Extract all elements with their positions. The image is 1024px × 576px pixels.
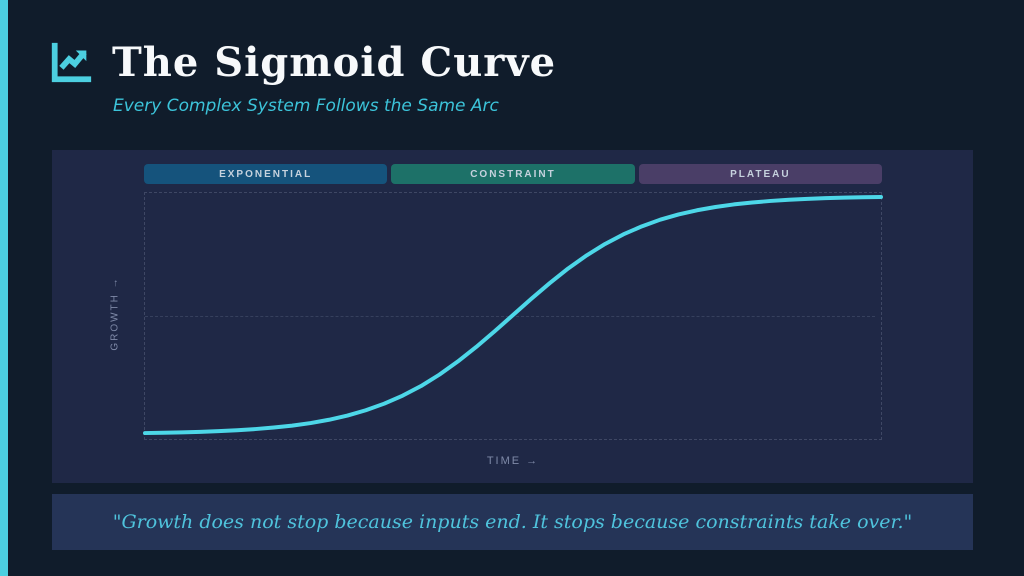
phase-label-constraint: CONSTRAINT <box>391 164 635 184</box>
sigmoid-curve <box>143 194 883 436</box>
y-axis-label: GROWTH → <box>109 276 121 351</box>
phase-bar: EXPONENTIAL CONSTRAINT PLATEAU <box>144 164 882 184</box>
header: The Sigmoid Curve Every Complex System F… <box>48 40 556 116</box>
phase-label-plateau: PLATEAU <box>638 164 882 184</box>
plot-area <box>143 192 883 440</box>
page-subtitle: Every Complex System Follows the Same Ar… <box>113 96 499 116</box>
phase-label-exponential: EXPONENTIAL <box>144 164 388 184</box>
chart-line-up-icon <box>51 42 92 83</box>
left-accent-bar <box>0 0 8 576</box>
page-title: The Sigmoid Curve <box>112 39 557 86</box>
quote-text: "Growth does not stop because inputs end… <box>112 511 913 533</box>
chart-panel: EXPONENTIAL CONSTRAINT PLATEAU GROWTH → … <box>52 150 973 483</box>
x-axis-label: TIME → <box>486 455 540 467</box>
quote-box: "Growth does not stop because inputs end… <box>52 494 973 550</box>
